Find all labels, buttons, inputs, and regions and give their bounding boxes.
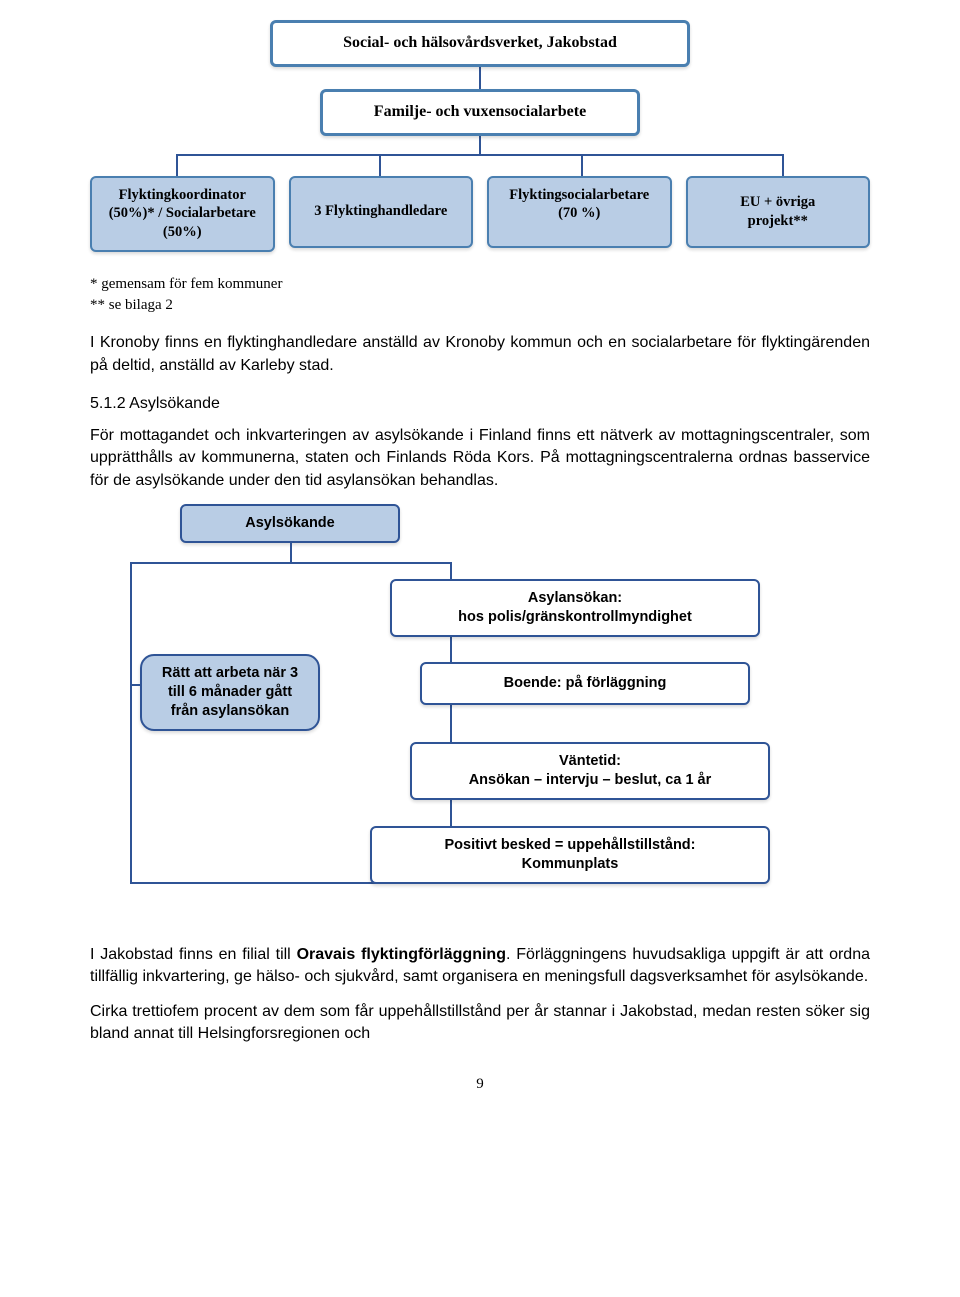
- org-child-line: (50%): [102, 223, 263, 242]
- flow-step-line: Asylansökan:: [406, 589, 744, 608]
- org-child-box: Flyktingsocialarbetare (70 %): [487, 176, 672, 248]
- org-root-box: Social- och hälsovårdsverket, Jakobstad: [270, 20, 690, 67]
- paragraph: Cirka trettiofem procent av dem som får …: [90, 1001, 870, 1046]
- org-child-line: EU + övriga: [698, 193, 859, 212]
- page-number: 9: [90, 1076, 870, 1093]
- org-level2-box: Familje- och vuxensocialarbete: [320, 89, 640, 136]
- paragraph: I Jakobstad finns en filial till Oravais…: [90, 944, 870, 989]
- connector: [479, 136, 481, 154]
- flow-step-box: Asylansökan: hos polis/gränskontrollmynd…: [390, 579, 760, 637]
- org-child-line: (70 %): [499, 204, 660, 223]
- org-root-label: Social- och hälsovårdsverket, Jakobstad: [343, 34, 617, 51]
- org-child-line: 3 Flyktinghandledare: [314, 202, 447, 221]
- flow-side-box: Rätt att arbeta när 3 till 6 månader gåt…: [140, 654, 320, 731]
- flow-side-line: Rätt att arbeta när 3: [156, 664, 304, 683]
- flow-step-box: Boende: på förläggning: [420, 662, 750, 705]
- org-child-line: (50%)* / Socialarbetare: [102, 204, 263, 223]
- org-child-line: Flyktingsocialarbetare: [499, 186, 660, 205]
- flow-chart: Asylsökande Rätt att arbeta när 3 till 6…: [90, 504, 870, 944]
- footnotes: * gemensam för fem kommuner ** se bilaga…: [90, 274, 870, 316]
- connector: [479, 67, 481, 89]
- footnote-line: ** se bilaga 2: [90, 295, 870, 316]
- org-child-box: EU + övriga projekt**: [686, 176, 871, 248]
- flow-step-line: Boende: på förläggning: [504, 675, 667, 691]
- paragraph: I Kronoby finns en flyktinghandledare an…: [90, 332, 870, 377]
- org-child-box: 3 Flyktinghandledare: [289, 176, 474, 248]
- flow-side-line: till 6 månader gått: [156, 683, 304, 702]
- flow-step-line: Väntetid:: [426, 752, 754, 771]
- org-level2-label: Familje- och vuxensocialarbete: [374, 103, 586, 120]
- paragraph: För mottagandet och inkvarteringen av as…: [90, 425, 870, 492]
- org-child-line: projekt**: [698, 212, 859, 231]
- connector-bus: [90, 154, 870, 176]
- footnote-line: * gemensam för fem kommuner: [90, 274, 870, 295]
- org-child-box: Flyktingkoordinator (50%)* / Socialarbet…: [90, 176, 275, 253]
- org-chart: Social- och hälsovårdsverket, Jakobstad …: [90, 20, 870, 252]
- section-heading: 5.1.2 Asylsökande: [90, 395, 870, 413]
- flow-step-line: Ansökan – intervju – beslut, ca 1 år: [426, 771, 754, 790]
- org-child-line: Flyktingkoordinator: [102, 186, 263, 205]
- para-span: I Jakobstad finns en filial till: [90, 946, 297, 963]
- flow-step-line: hos polis/gränskontrollmyndighet: [406, 608, 744, 627]
- para-bold-span: Oravais flyktingförläggning: [297, 946, 506, 963]
- flow-step-line: Kommunplats: [386, 855, 754, 874]
- flow-start-box: Asylsökande: [180, 504, 400, 543]
- flow-step-box: Positivt besked = uppehållstillstånd: Ko…: [370, 826, 770, 884]
- flow-step-line: Positivt besked = uppehållstillstånd:: [386, 836, 754, 855]
- flow-start-label: Asylsökande: [245, 515, 334, 531]
- flow-step-box: Väntetid: Ansökan – intervju – beslut, c…: [410, 742, 770, 800]
- flow-side-line: från asylansökan: [156, 702, 304, 721]
